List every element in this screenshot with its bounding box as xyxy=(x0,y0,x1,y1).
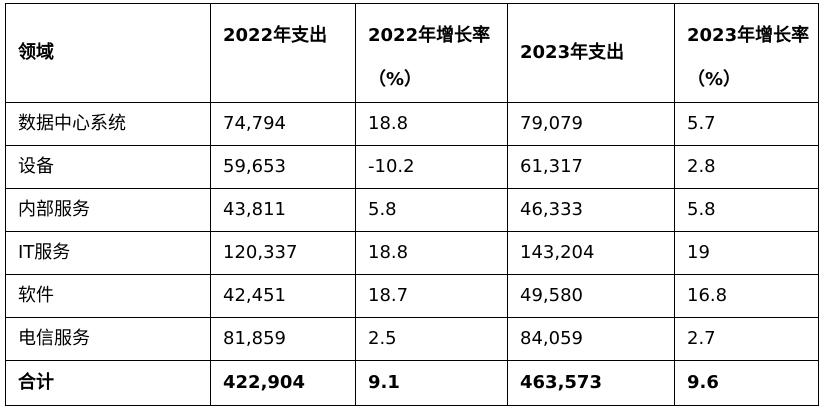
total-label: 合计 xyxy=(5,360,211,406)
cell-2023-spending: 79,079 xyxy=(507,102,675,146)
header-2023-growth: 2023年增长率（%） xyxy=(674,3,819,103)
cell-2022-spending: 74,794 xyxy=(210,102,356,146)
cell-2022-growth: 18.8 xyxy=(355,102,508,146)
cell-2022-spending: 42,451 xyxy=(210,274,356,318)
cell-2022-spending: 120,337 xyxy=(210,231,356,275)
table-row: 设备 59,653 -10.2 61,317 2.8 xyxy=(5,145,819,189)
cell-domain: 电信服务 xyxy=(5,317,211,361)
table-row: 软件 42,451 18.7 49,580 16.8 xyxy=(5,274,819,318)
header-2022-growth: 2022年增长率（%） xyxy=(355,3,508,103)
cell-domain: 设备 xyxy=(5,145,211,189)
cell-2022-spending: 81,859 xyxy=(210,317,356,361)
table-total-row: 合计 422,904 9.1 463,573 9.6 xyxy=(5,360,819,406)
cell-2023-spending: 61,317 xyxy=(507,145,675,189)
cell-2022-spending: 59,653 xyxy=(210,145,356,189)
cell-2023-spending: 84,059 xyxy=(507,317,675,361)
cell-2023-growth: 5.8 xyxy=(674,188,819,232)
cell-2022-growth: 2.5 xyxy=(355,317,508,361)
cell-domain: 数据中心系统 xyxy=(5,102,211,146)
table-header-row: 领域 2022年支出 2022年增长率（%） 2023年支出 2023年增长率（… xyxy=(5,3,819,103)
total-2023-spending: 463,573 xyxy=(507,360,675,406)
cell-domain: IT服务 xyxy=(5,231,211,275)
table-row: 电信服务 81,859 2.5 84,059 2.7 xyxy=(5,317,819,361)
total-2022-growth: 9.1 xyxy=(355,360,508,406)
cell-2022-spending: 43,811 xyxy=(210,188,356,232)
header-2022-spending: 2022年支出 xyxy=(210,3,356,103)
cell-2022-growth: -10.2 xyxy=(355,145,508,189)
cell-2023-spending: 46,333 xyxy=(507,188,675,232)
spending-table-container: 领域 2022年支出 2022年增长率（%） 2023年支出 2023年增长率（… xyxy=(5,3,819,406)
cell-domain: 软件 xyxy=(5,274,211,318)
cell-2023-spending: 143,204 xyxy=(507,231,675,275)
cell-2023-growth: 5.7 xyxy=(674,102,819,146)
cell-2023-spending: 49,580 xyxy=(507,274,675,318)
header-domain: 领域 xyxy=(5,3,211,103)
table-row: 内部服务 43,811 5.8 46,333 5.8 xyxy=(5,188,819,232)
cell-2022-growth: 18.8 xyxy=(355,231,508,275)
cell-2023-growth: 2.7 xyxy=(674,317,819,361)
total-2023-growth: 9.6 xyxy=(674,360,819,406)
cell-2023-growth: 16.8 xyxy=(674,274,819,318)
cell-2022-growth: 18.7 xyxy=(355,274,508,318)
cell-domain: 内部服务 xyxy=(5,188,211,232)
cell-2022-growth: 5.8 xyxy=(355,188,508,232)
header-2023-spending: 2023年支出 xyxy=(507,3,675,103)
cell-2023-growth: 2.8 xyxy=(674,145,819,189)
total-2022-spending: 422,904 xyxy=(210,360,356,406)
spending-table: 领域 2022年支出 2022年增长率（%） 2023年支出 2023年增长率（… xyxy=(5,3,819,406)
cell-2023-growth: 19 xyxy=(674,231,819,275)
table-row: IT服务 120,337 18.8 143,204 19 xyxy=(5,231,819,275)
table-row: 数据中心系统 74,794 18.8 79,079 5.7 xyxy=(5,102,819,146)
